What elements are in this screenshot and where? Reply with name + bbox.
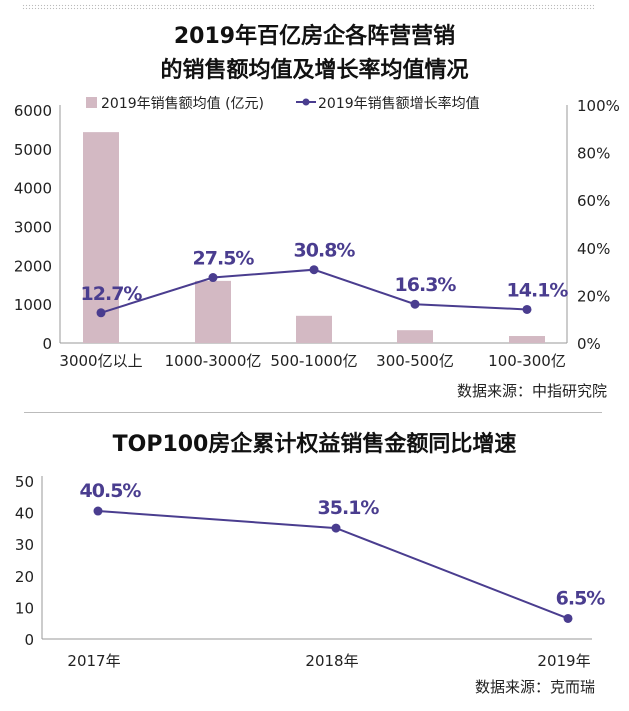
right-tick-label: 60% <box>577 192 610 210</box>
left-tick-label: 1000 <box>14 296 52 314</box>
growth-data-label: 35.1% <box>318 497 380 519</box>
legend-line-marker <box>302 98 310 106</box>
growth-line <box>100 268 528 314</box>
chart1-svg: 0 1000 2000 3000 4000 5000 6000 0% 20% 40% 60% 80% 1… <box>14 95 620 370</box>
bar <box>195 280 231 343</box>
growth-data-label: 40.5% <box>80 480 142 502</box>
chart2-title: TOP100房企累计权益销售金额同比增速 <box>112 432 517 457</box>
left-tick-label: 3000 <box>14 219 52 237</box>
right-tick-label: 100% <box>577 97 620 115</box>
bar <box>509 336 545 343</box>
left-tick-label: 4000 <box>14 180 52 198</box>
growth-point <box>208 273 218 283</box>
y-tick-label: 40 <box>15 505 34 523</box>
growth-data-label: 6.5% <box>556 587 606 609</box>
left-tick-label: 6000 <box>14 102 52 120</box>
chart1-source: 数据来源：中指研究院 <box>456 382 607 400</box>
x-tick-label: 1000-3000亿 <box>165 352 262 370</box>
y-tick-label: 10 <box>15 599 34 617</box>
x-tick-label: 2019年 <box>537 652 590 670</box>
growth-point <box>96 308 106 318</box>
left-tick-label: 5000 <box>14 141 52 159</box>
y-tick-label: 0 <box>24 631 34 649</box>
growth-point <box>331 523 341 533</box>
right-tick-label: 0% <box>577 335 601 353</box>
growth-data-label: 14.1% <box>507 279 569 301</box>
y-tick-label: 30 <box>15 536 34 554</box>
x-tick-label: 500-1000亿 <box>270 352 357 370</box>
growth-point <box>309 265 319 275</box>
right-tick-label: 80% <box>577 145 610 163</box>
bar <box>397 330 433 343</box>
right-tick-label: 20% <box>577 287 610 305</box>
chart2-source: 数据来源：克而瑞 <box>474 678 595 696</box>
x-tick-label: 100-300亿 <box>488 352 566 370</box>
x-tick-label: 300-500亿 <box>376 352 454 370</box>
bar <box>296 315 332 343</box>
growth-data-label: 27.5% <box>193 248 255 270</box>
growth-point <box>563 613 573 623</box>
y-tick-label: 20 <box>15 568 34 586</box>
growth-point <box>410 299 420 309</box>
chart1-title-line2: 的销售额均值及增长率均值情况 <box>160 58 469 83</box>
legend-bar-label: 2019年销售额均值 (亿元) <box>101 96 264 112</box>
legend-bar-swatch <box>86 97 97 108</box>
growth-data-label: 16.3% <box>395 274 457 296</box>
growth-line <box>97 510 569 620</box>
dotted-top-border <box>22 4 594 10</box>
legend-line-label: 2019年销售额增长率均值 <box>318 95 480 112</box>
x-tick-label: 2017年 <box>67 652 120 670</box>
left-tick-label: 2000 <box>14 257 52 275</box>
x-tick-label: 3000亿以上 <box>59 352 142 370</box>
growth-point <box>93 506 103 516</box>
y-tick-label: 50 <box>15 473 34 491</box>
growth-point <box>522 304 532 314</box>
bar <box>83 132 119 343</box>
x-tick-label: 2018年 <box>305 652 358 670</box>
growth-data-label: 30.8% <box>294 240 356 262</box>
growth-data-label: 12.7% <box>81 283 143 305</box>
chart1-title-line1: 2019年百亿房企各阵营营销 <box>173 24 456 49</box>
right-tick-label: 40% <box>577 240 610 258</box>
left-tick-label: 0 <box>42 335 52 353</box>
section-divider <box>24 412 602 413</box>
